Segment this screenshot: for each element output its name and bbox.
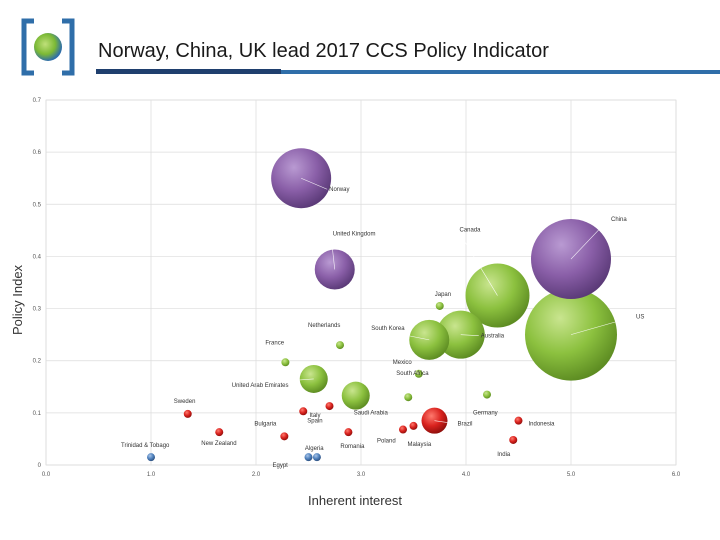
y-tick-label: 0.2 (33, 359, 42, 365)
leader-united-arab-emirates (229, 378, 314, 386)
point-label-south-korea: South Korea (371, 326, 405, 332)
point-label-sweden: Sweden (174, 399, 196, 405)
point-label-new-zealand: New Zealand (201, 441, 236, 447)
point-label-canada: Canada (460, 228, 482, 234)
bubble-italy (325, 402, 334, 411)
point-label-united-arab-emirates: United Arab Emirates (232, 383, 289, 389)
point-label-australia: Australia (481, 334, 505, 340)
bubble-algeria (312, 453, 321, 462)
bubble-malaysia (409, 421, 418, 430)
x-tick-label: 1.0 (147, 472, 156, 478)
point-label-bulgaria: Bulgaria (254, 421, 277, 427)
bubble-egypt (304, 453, 313, 462)
leader-south-korea (369, 327, 430, 341)
y-tick-label: 0 (38, 463, 42, 469)
point-label-united-kingdom: United Kingdom (333, 231, 376, 237)
leader-china (570, 218, 610, 260)
y-axis-title: Policy Index (10, 264, 25, 335)
leader-us (570, 316, 635, 335)
bubble-saudi-arabia (341, 381, 370, 410)
bubble-poland (399, 425, 407, 434)
leader-united-kingdom (330, 233, 336, 270)
point-label-trinidad-tobago: Trinidad & Tobago (121, 443, 170, 449)
point-label-norway: Norway (329, 187, 349, 193)
y-tick-label: 0.3 (33, 307, 42, 313)
point-label-india: India (497, 452, 511, 458)
y-tick-label: 0.1 (33, 411, 42, 417)
title-rule-dark (96, 69, 281, 74)
point-label-germany: Germany (473, 411, 498, 417)
bubble-bulgaria (280, 432, 289, 441)
bubble-netherlands (336, 341, 344, 350)
x-tick-label: 5.0 (567, 472, 576, 478)
point-label-us: US (636, 315, 644, 321)
logo-icon (21, 18, 75, 76)
bubble-india (509, 435, 518, 444)
bubble-romania (344, 428, 353, 437)
bubble-france (281, 358, 290, 367)
point-label-south-africa: South Africa (396, 371, 429, 377)
bubble-trinidad-tobago (147, 453, 155, 462)
x-tick-label: 2.0 (252, 472, 261, 478)
leader-canada (457, 229, 498, 296)
point-label-mexico: Mexico (393, 360, 413, 366)
point-label-netherlands: Netherlands (308, 323, 340, 329)
y-tick-label: 0.5 (33, 202, 42, 208)
point-label-egypt: Egypt (273, 463, 289, 469)
bubble-germany (483, 390, 491, 399)
chart-point-labels: Norway China United Kingdom US Canada Austral… (121, 187, 644, 469)
bubble-new-zealand (215, 428, 224, 437)
x-axis-title: Inherent interest (308, 493, 402, 508)
y-tick-label: 0.7 (33, 98, 42, 104)
leader-mexico (390, 361, 419, 375)
leader-norway (301, 177, 328, 190)
leader-australia (460, 334, 479, 336)
page-title: Norway, China, UK lead 2017 CCS Policy I… (98, 40, 549, 62)
x-tick-label: 4.0 (462, 472, 471, 478)
point-label-spain: Spain (307, 418, 322, 424)
point-label-brazil: Brazil (458, 422, 473, 428)
point-label-malaysia: Malaysia (408, 442, 432, 448)
point-label-saudi-arabia: Saudi Arabia (354, 411, 389, 417)
y-tick-label: 0.4 (33, 254, 42, 260)
x-tick-label: 3.0 (357, 472, 366, 478)
x-tick-label: 0.0 (42, 472, 51, 478)
bubble-sweden (183, 409, 192, 418)
chart-ticks: 0.0 1.0 2.0 3.0 4.0 5.0 6.0 0 0.1 0.2 0.3 0.4 0.5 0.6… (33, 98, 681, 478)
point-label-indonesia: Indonesia (529, 422, 556, 428)
point-label-romania: Romania (340, 444, 365, 450)
point-label-china: China (611, 217, 627, 223)
point-label-france: France (265, 340, 284, 346)
title-rule-light (281, 70, 720, 74)
point-label-algeria: Algeria (305, 446, 324, 452)
y-tick-label: 0.6 (33, 150, 42, 156)
bubble-japan (435, 301, 444, 310)
bubble-spain (299, 407, 308, 416)
x-tick-label: 6.0 (672, 472, 681, 478)
point-label-italy: Italy (310, 413, 321, 419)
bubble-indonesia (514, 416, 523, 425)
chart-leader-lines (229, 177, 635, 424)
leader-brazil (434, 420, 456, 424)
bubble-south-africa (404, 393, 413, 402)
point-label-japan: Japan (435, 292, 451, 298)
point-label-poland: Poland (377, 439, 396, 445)
